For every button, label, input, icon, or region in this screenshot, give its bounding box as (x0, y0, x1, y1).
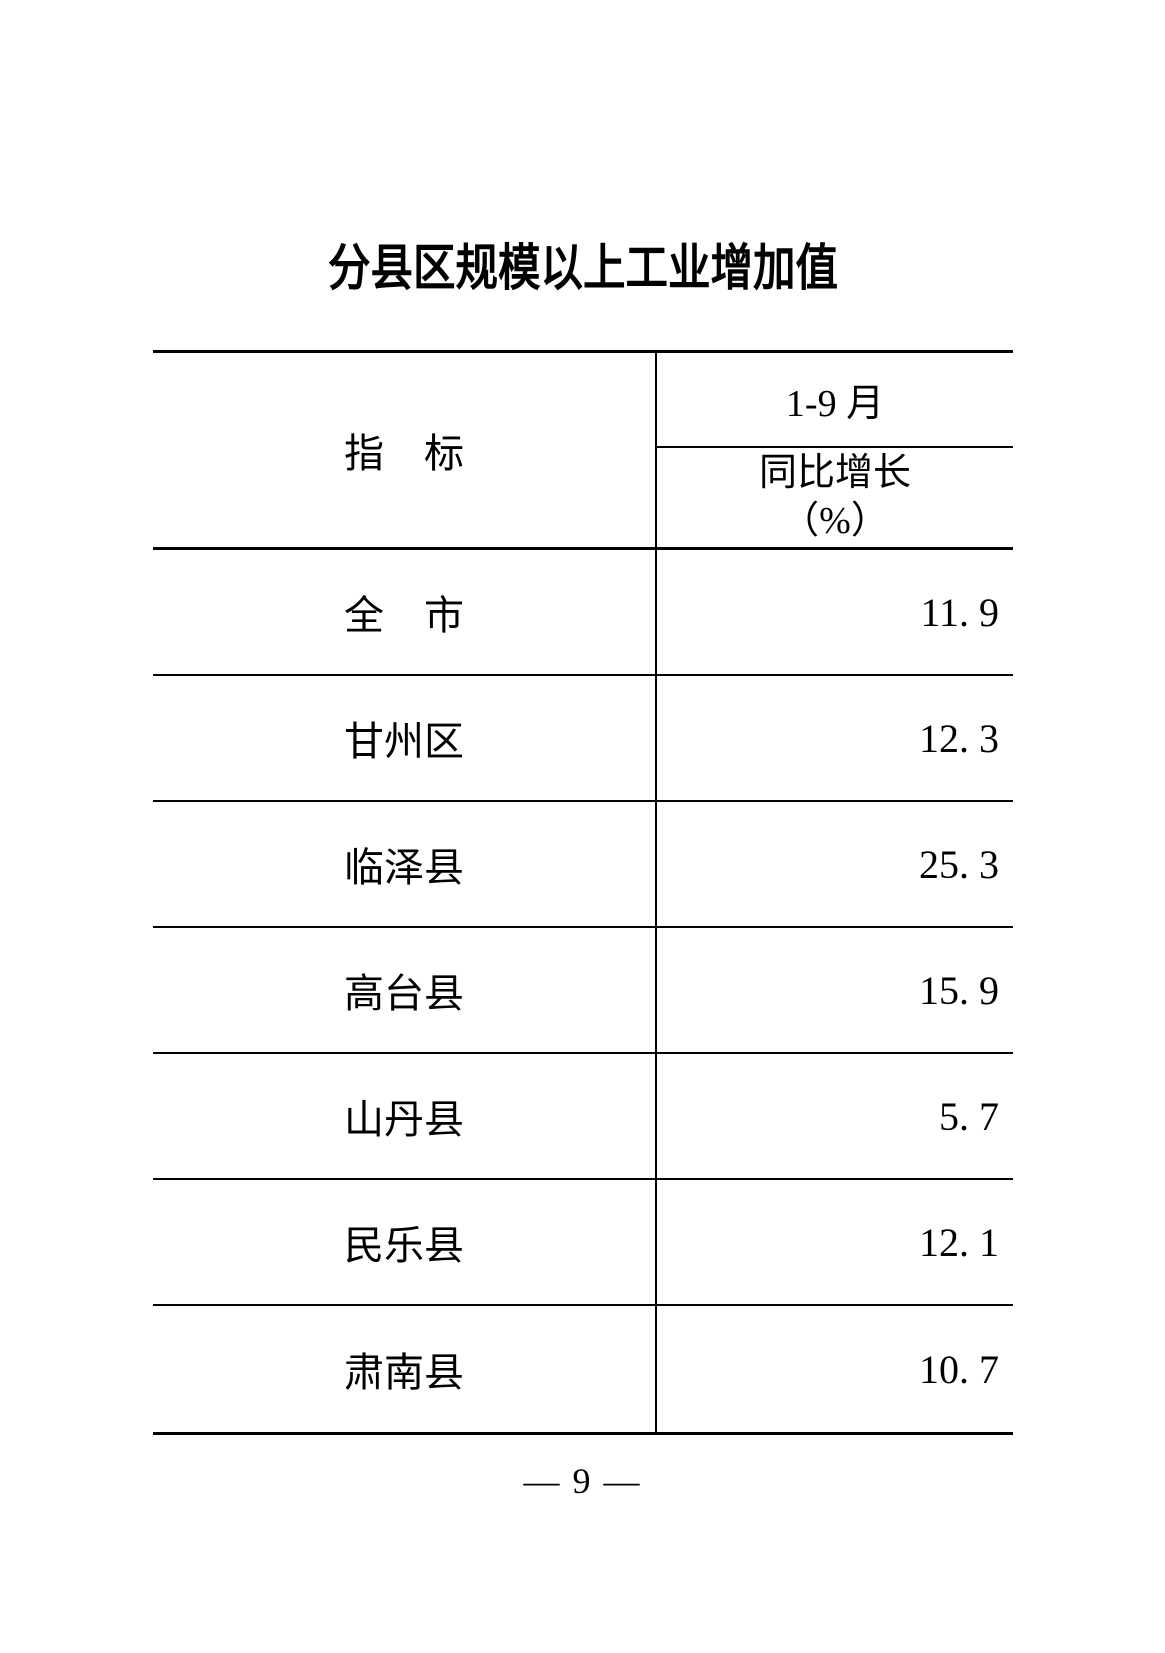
row-label: 高台县 (344, 971, 464, 1016)
row-label: 临泽县 (344, 845, 464, 890)
header-metric-unit: （%） (781, 499, 889, 542)
header-metric-cell: 同比增长 （%） (657, 448, 1013, 547)
page-title-text: 分县区规模以上工业增加值 (327, 240, 838, 296)
header-indicator-cell: 指 标 (344, 431, 464, 476)
row-label: 山丹县 (344, 1097, 464, 1142)
row-value: 12. 3 (655, 676, 1013, 800)
table-row: 民乐县 12. 1 (153, 1180, 1013, 1306)
row-label: 全 市 (344, 593, 464, 638)
row-value: 25. 3 (655, 802, 1013, 926)
page-number: — 9 — (523, 1461, 642, 1501)
row-label: 甘州区 (344, 719, 464, 764)
industrial-output-table: 指 标 1-9 月 同比增长 （%） 全 市 11. 9 甘州区 12. 3 临… (153, 350, 1013, 1435)
table-header: 指 标 1-9 月 同比增长 （%） (153, 353, 1013, 550)
row-value: 5. 7 (655, 1054, 1013, 1178)
header-period-cell: 1-9 月 同比增长 （%） (655, 353, 1013, 547)
table-row: 甘州区 12. 3 (153, 676, 1013, 802)
table-row: 全 市 11. 9 (153, 550, 1013, 676)
row-value: 10. 7 (655, 1306, 1013, 1432)
table-row: 山丹县 5. 7 (153, 1054, 1013, 1180)
row-label: 民乐县 (344, 1223, 464, 1268)
table-row: 肃南县 10. 7 (153, 1306, 1013, 1432)
header-period-label: 1-9 月 (657, 353, 1013, 448)
page-title: 分县区规模以上工业增加值 (0, 240, 1165, 298)
row-value: 11. 9 (655, 550, 1013, 674)
row-value: 15. 9 (655, 928, 1013, 1052)
row-label: 肃南县 (344, 1350, 464, 1395)
table-row: 临泽县 25. 3 (153, 802, 1013, 928)
header-metric-label: 同比增长 (758, 452, 911, 494)
table-row: 高台县 15. 9 (153, 928, 1013, 1054)
row-value: 12. 1 (655, 1180, 1013, 1304)
